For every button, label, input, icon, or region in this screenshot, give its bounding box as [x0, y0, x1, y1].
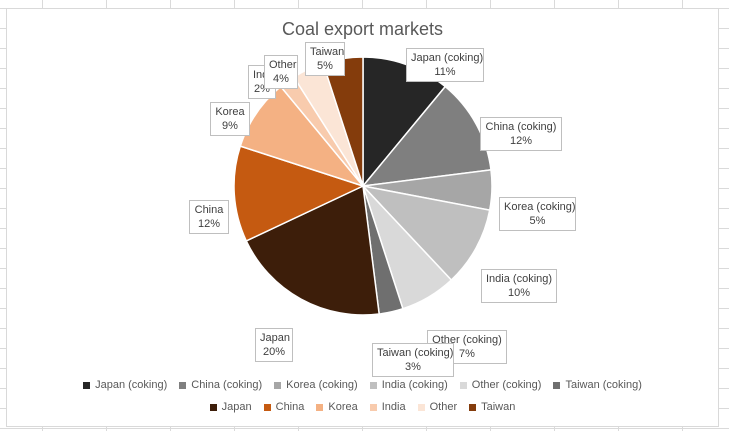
legend-label: Japan (coking)	[95, 379, 168, 391]
legend-item-india-coking[interactable]: India (coking)	[369, 379, 448, 391]
legend-item-korea-coking[interactable]: Korea (coking)	[274, 379, 358, 391]
callout-korea: Korea 9%	[210, 102, 250, 136]
legend-item-korea[interactable]: Korea	[316, 401, 358, 413]
legend-label: Other	[429, 401, 458, 413]
callout-value: 5%	[317, 60, 333, 72]
legend-label: China (coking)	[191, 379, 263, 391]
legend-label: Taiwan (coking)	[565, 379, 642, 391]
callout-china: China 12%	[189, 200, 229, 234]
callout-value: 5%	[529, 215, 546, 227]
callout-label: Taiwan (coking)	[377, 347, 454, 359]
legend-row-2: Japan China Korea India Other Taiwan	[7, 401, 718, 413]
legend-item-other-coking[interactable]: Other (coking)	[459, 379, 542, 391]
legend-label: Korea	[328, 401, 358, 413]
callout-value: 12%	[197, 218, 221, 230]
legend-item-china-coking[interactable]: China (coking)	[179, 379, 262, 391]
callout-value: 11%	[434, 66, 456, 78]
legend-item-india[interactable]: India	[369, 401, 406, 413]
callout-label: China (coking)	[485, 121, 557, 133]
pie-slice-china-coking[interactable]	[361, 85, 492, 187]
legend-label: Taiwan	[481, 401, 516, 413]
chart-title: Coal export markets	[281, 19, 444, 39]
chart-area[interactable]: Coal export markets Japan (coking) 11% Chi…	[6, 8, 719, 427]
callout-value: 20%	[262, 346, 286, 358]
callout-value: 3%	[405, 361, 421, 373]
pie-slice-japan[interactable]	[245, 184, 381, 316]
legend-label: Korea (coking)	[286, 379, 358, 391]
legend-label: India	[381, 401, 406, 413]
pie-plot	[233, 56, 493, 316]
callout-label: India (coking)	[486, 273, 553, 285]
callout-label: Other	[269, 59, 297, 71]
legend-swatch	[369, 381, 377, 389]
legend-swatch	[316, 403, 324, 411]
callout-value: 12%	[509, 135, 533, 147]
legend-swatch	[209, 403, 217, 411]
pie-slice-china[interactable]	[233, 145, 366, 242]
callout-japan: Japan 20%	[255, 328, 293, 362]
callout-value: 9%	[222, 120, 238, 132]
legend-row-1: Japan (coking) China (coking) Korea (cokin…	[7, 379, 718, 391]
legend-swatch	[274, 381, 282, 389]
callout-india-coking: India (coking) 10%	[481, 269, 557, 303]
legend-swatch	[459, 381, 467, 389]
callout-label: Japan (coking)	[411, 52, 484, 64]
legend-swatch	[83, 381, 91, 389]
callout-value: 4%	[273, 73, 289, 85]
callout-taiwan: Taiwan 5%	[305, 42, 345, 76]
callout-other: Other 4%	[264, 55, 298, 89]
legend-item-taiwan-coking[interactable]: Taiwan (coking)	[553, 379, 642, 391]
legend-item-japan-coking[interactable]: Japan (coking)	[83, 379, 167, 391]
callout-label: Taiwan	[310, 46, 345, 58]
callout-china-coking: China (coking) 12%	[480, 117, 562, 151]
legend-swatch	[553, 381, 561, 389]
callout-value: 7%	[459, 348, 475, 360]
legend-label: Japan	[221, 401, 252, 413]
callout-label: Japan	[260, 332, 290, 344]
legend-swatch	[263, 403, 271, 411]
callout-label: China	[194, 204, 224, 216]
legend-item-china[interactable]: China	[263, 401, 305, 413]
pie-slice-india-coking[interactable]	[360, 184, 491, 282]
legend-label: Other (coking)	[471, 379, 542, 391]
legend-swatch	[369, 403, 377, 411]
callout-japan-coking: Japan (coking) 11%	[406, 48, 484, 82]
legend-swatch	[417, 403, 425, 411]
callout-label: Korea	[215, 106, 245, 118]
legend-swatch	[469, 403, 477, 411]
legend-label: India (coking)	[381, 379, 448, 391]
callout-value: 10%	[507, 287, 531, 299]
legend-item-japan[interactable]: Japan	[209, 401, 252, 413]
legend-item-taiwan[interactable]: Taiwan	[469, 401, 515, 413]
callout-korea-coking: Korea (coking) 5%	[499, 197, 576, 231]
legend-item-other[interactable]: Other	[417, 401, 458, 413]
callout-label: Korea (coking)	[504, 201, 576, 213]
legend-swatch	[179, 381, 187, 389]
legend-label: China	[275, 401, 305, 413]
callout-taiwan-coking: Taiwan (coking) 3%	[372, 343, 454, 377]
